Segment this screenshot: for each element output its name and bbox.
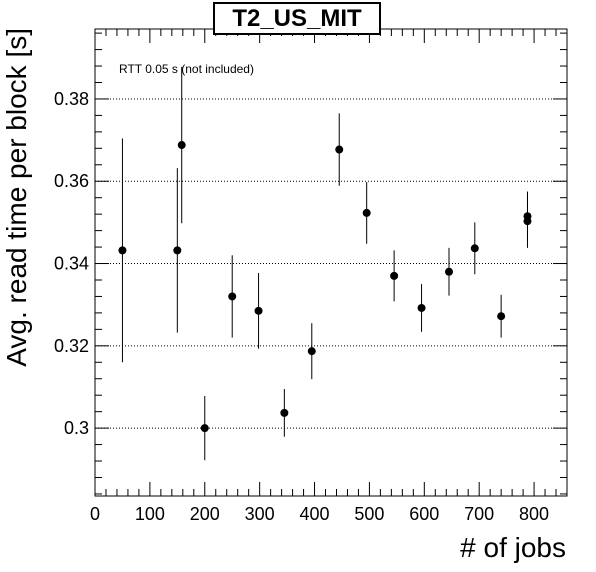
data-point xyxy=(177,141,186,150)
data-point xyxy=(335,145,344,154)
x-tick-label: 100 xyxy=(135,504,165,524)
data-point xyxy=(173,246,182,255)
x-axis-label: # of jobs xyxy=(460,532,566,563)
y-tick-label: 0.32 xyxy=(54,336,89,356)
data-point xyxy=(200,424,209,433)
data-point xyxy=(307,347,316,356)
data-point xyxy=(254,306,263,315)
y-axis-label: Avg. read time per block [s] xyxy=(1,28,32,367)
data-point xyxy=(445,267,453,276)
y-tick-label: 0.38 xyxy=(54,89,89,109)
x-tick-label: 700 xyxy=(464,504,494,524)
data-point xyxy=(118,246,127,255)
x-tick-label: 500 xyxy=(354,504,384,524)
data-point xyxy=(280,408,289,417)
data-points xyxy=(118,66,532,461)
x-tick-label: 600 xyxy=(409,504,439,524)
data-point xyxy=(497,312,506,321)
grid-lines xyxy=(95,98,567,429)
x-tick-label: 800 xyxy=(519,504,549,524)
rtt-annotation: RTT 0.05 s (not included) xyxy=(119,62,254,76)
data-point xyxy=(362,208,371,217)
x-tick-label: 400 xyxy=(300,504,330,524)
chart-title: T2_US_MIT xyxy=(213,2,381,35)
x-tick-label: 200 xyxy=(190,504,220,524)
x-tick-label: 0 xyxy=(90,504,100,524)
data-point xyxy=(228,292,237,301)
tick-labels: 0.3 0.32 0.34 0.36 0.38 0 100 200 300 400 500 600 70… xyxy=(54,89,549,524)
axis-ticks xyxy=(94,29,568,496)
y-tick-label: 0.3 xyxy=(64,418,89,438)
y-tick-label: 0.34 xyxy=(54,254,89,274)
plot-frame xyxy=(94,28,568,497)
data-point xyxy=(390,271,399,280)
data-point xyxy=(417,303,426,312)
y-tick-label: 0.36 xyxy=(54,171,89,191)
data-point xyxy=(470,244,479,253)
data-point xyxy=(523,217,532,226)
x-tick-label: 300 xyxy=(245,504,275,524)
